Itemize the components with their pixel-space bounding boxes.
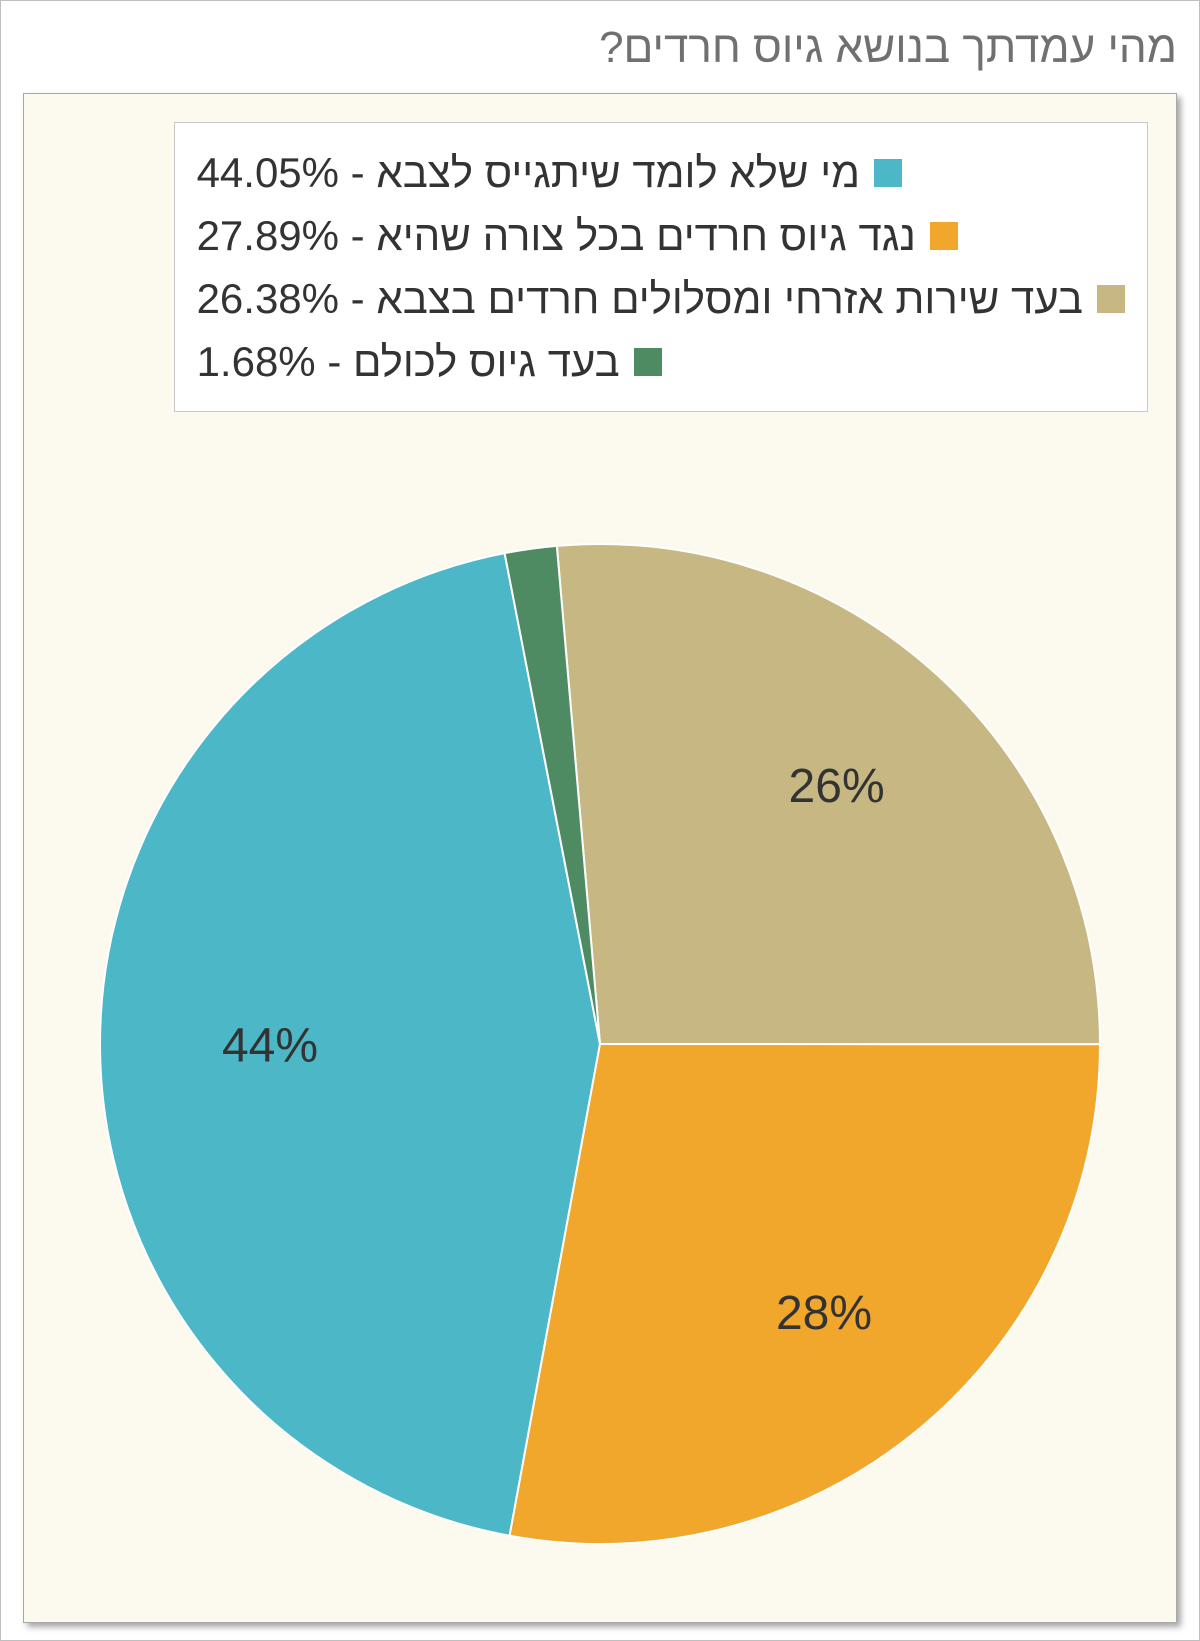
pie-slice — [100, 553, 600, 1536]
pie-container: 44%28%26%2% — [24, 524, 1176, 1564]
legend-swatch — [874, 159, 902, 187]
pie-slice-label: 28% — [776, 1287, 872, 1340]
legend-label: נגד גיוס חרדים בכל צורה שהיא - 27.89% — [197, 204, 916, 267]
legend-swatch — [930, 222, 958, 250]
legend-item: בעד שירות אזרחי ומסלולים חרדים בצבא - 26… — [197, 267, 1125, 330]
legend-item: בעד גיוס לכולם - 1.68% — [197, 330, 1125, 393]
legend-label: בעד גיוס לכולם - 1.68% — [197, 330, 620, 393]
pie-slice-label: 44% — [222, 1020, 318, 1073]
legend-swatch — [634, 348, 662, 376]
legend-item: נגד גיוס חרדים בכל צורה שהיא - 27.89% — [197, 204, 1125, 267]
chart-card: מהי עמדתך בנושא גיוס חרדים? מי שלא לומד … — [0, 0, 1200, 1641]
legend-label: מי שלא לומד שיתגייס לצבא - 44.05% — [197, 141, 860, 204]
legend-label: בעד שירות אזרחי ומסלולים חרדים בצבא - 26… — [197, 267, 1083, 330]
legend-item: מי שלא לומד שיתגייס לצבא - 44.05% — [197, 141, 1125, 204]
pie-chart: 44%28%26%2% — [80, 524, 1120, 1564]
chart-panel: מי שלא לומד שיתגייס לצבא - 44.05% נגד גי… — [23, 93, 1177, 1623]
pie-slice-label: 26% — [789, 760, 885, 813]
chart-title: מהי עמדתך בנושא גיוס חרדים? — [23, 23, 1177, 73]
legend-swatch — [1097, 285, 1125, 313]
chart-legend: מי שלא לומד שיתגייס לצבא - 44.05% נגד גי… — [174, 122, 1148, 412]
